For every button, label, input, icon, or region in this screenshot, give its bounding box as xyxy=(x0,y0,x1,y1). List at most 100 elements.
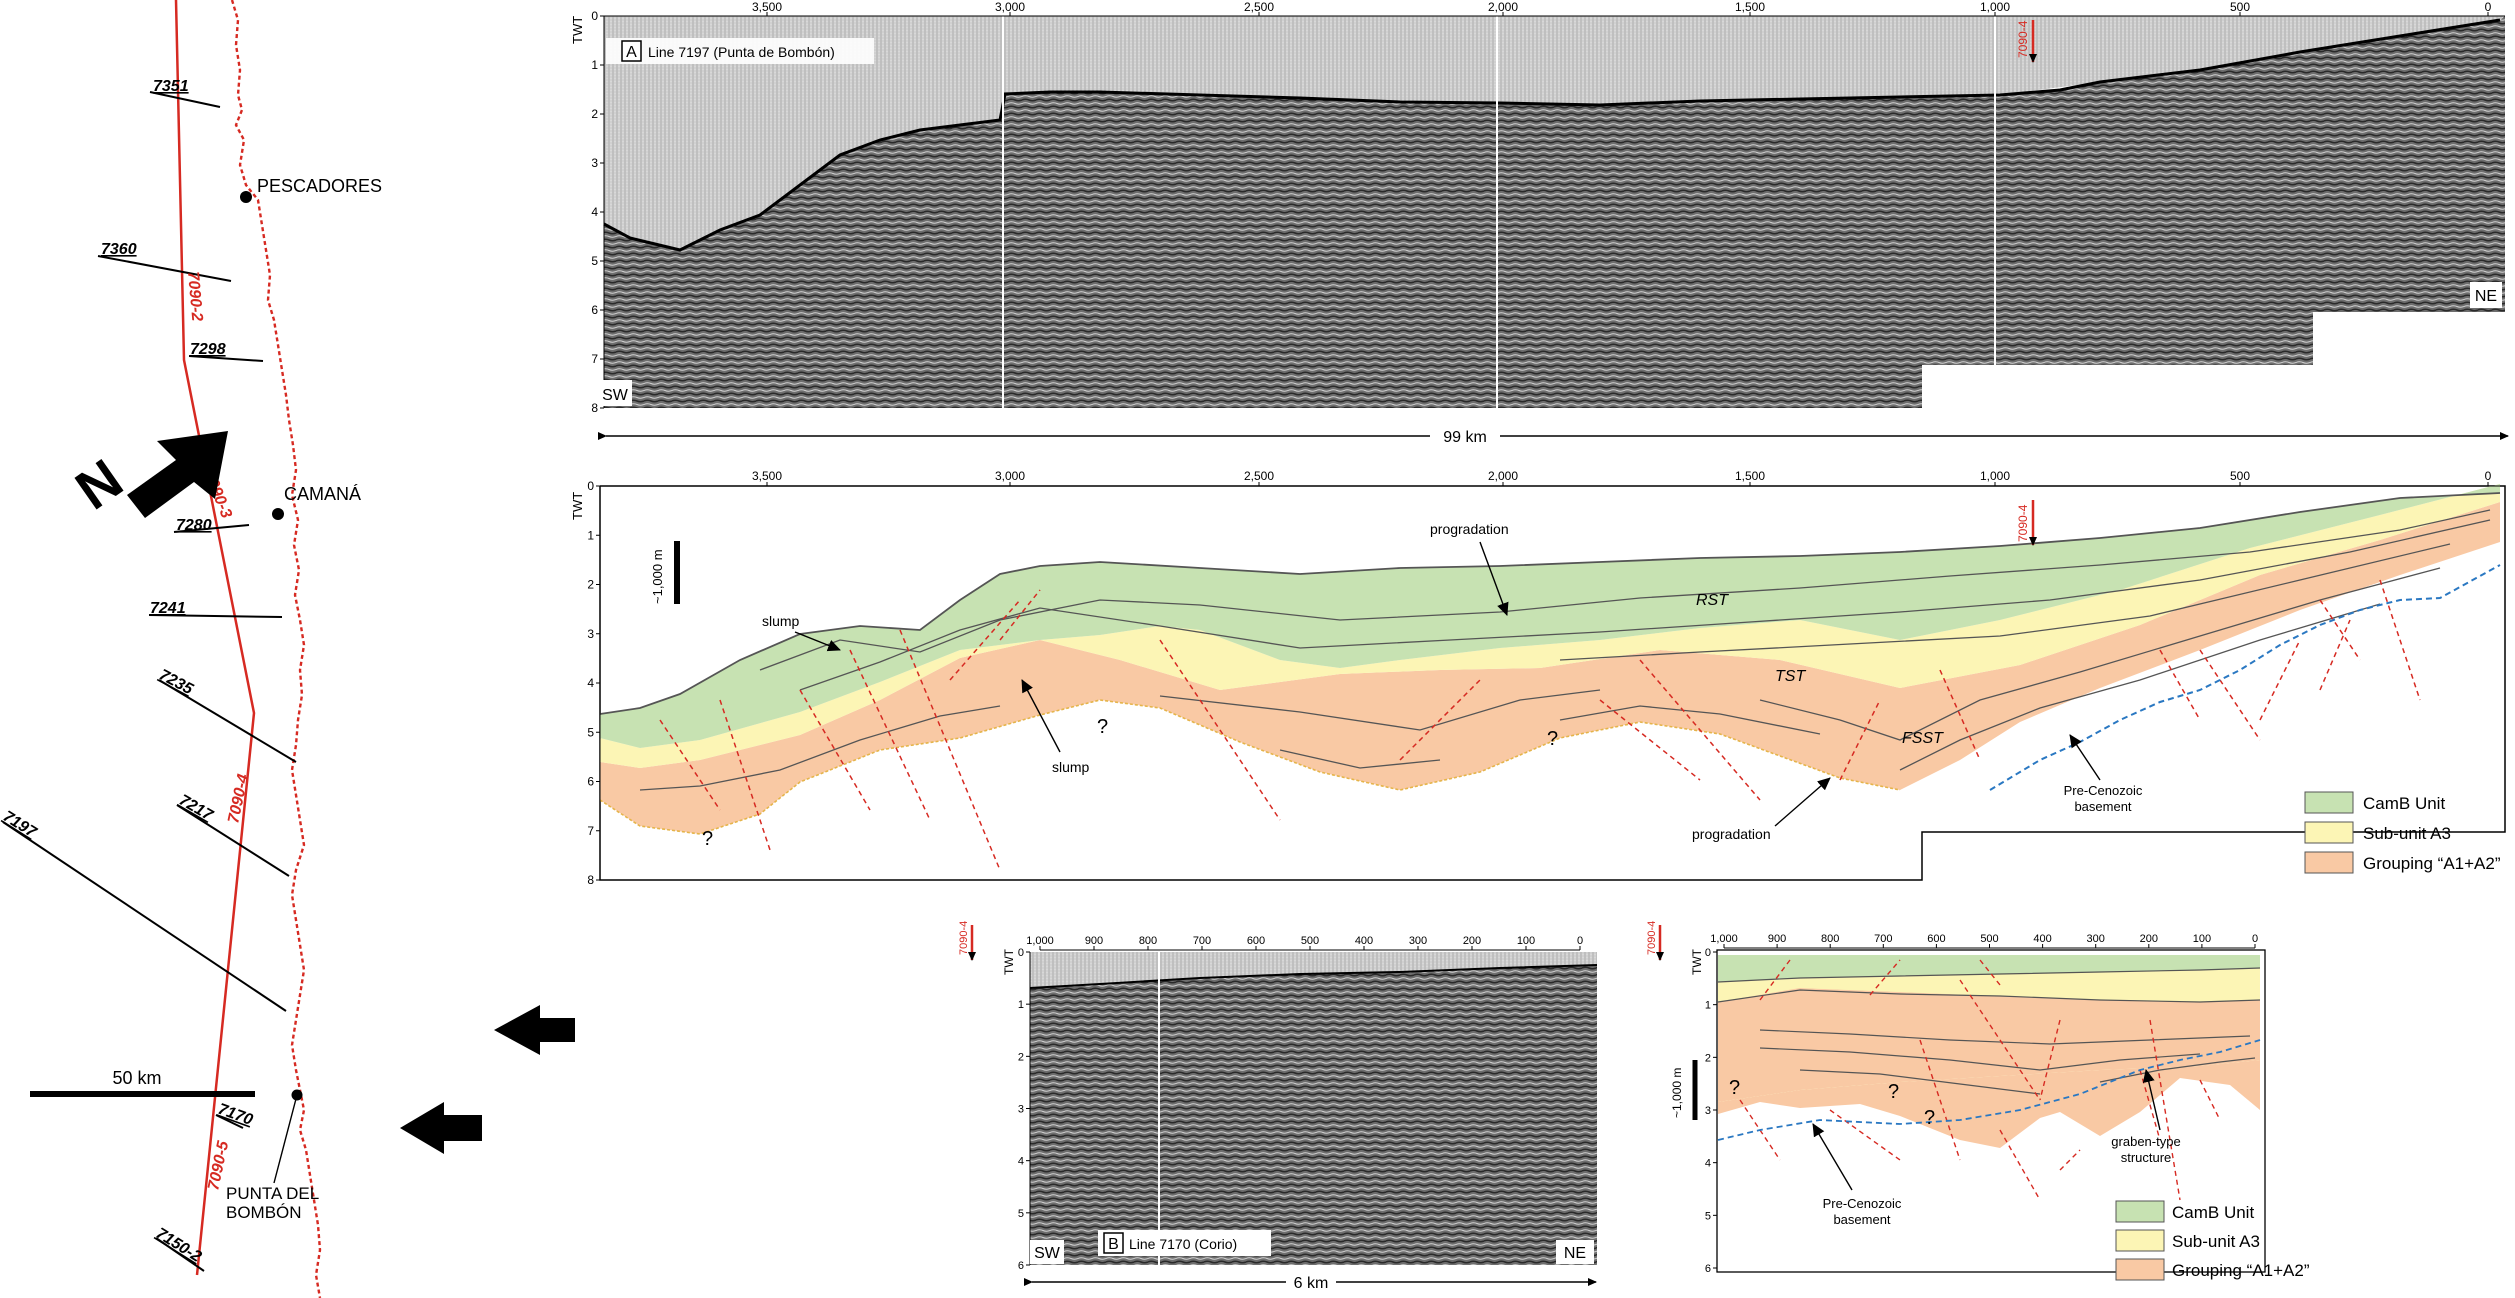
panel-b-cdp-tick-label: 300 xyxy=(1409,935,1427,947)
panel-a-twt-tick-label: 6 xyxy=(591,303,598,317)
coastline xyxy=(230,0,322,1298)
panel-b-basement-line xyxy=(1717,1039,2261,1141)
line-7090-track xyxy=(174,0,256,1276)
b-label-graben-1: graben-type xyxy=(2111,1134,2180,1149)
panel-a-basal-surface xyxy=(599,699,1901,835)
label-slump-2: slump xyxy=(1052,759,1090,775)
panel-a-twt-tick-label: 3 xyxy=(591,156,598,170)
punta-label-line2: BOMBÓN xyxy=(226,1203,302,1222)
panel-a-twt-tick-label: 0 xyxy=(591,9,598,23)
panel-a-interp-cdp-tick-label: 2,500 xyxy=(1244,469,1274,483)
panel-a-cdp-tick-label: 3,500 xyxy=(752,0,782,14)
panel-a-sw: SW xyxy=(602,387,629,404)
panel-b-seismic-body xyxy=(1030,952,1597,1265)
panel-b-interp-cdp-tick-label: 300 xyxy=(2087,933,2105,945)
line-label-7241: 7241 xyxy=(150,600,186,617)
panel-a-twt-tick-label: 4 xyxy=(591,205,598,219)
panel-a-twt-tick-label: 2 xyxy=(591,107,598,121)
panel-a-cdp-tick-label: 3,000 xyxy=(995,0,1025,14)
segment-label-7090-2: 7090-2 xyxy=(184,271,205,322)
panel-b-interp-twt-tick-label: 3 xyxy=(1705,1105,1711,1117)
line-label-7360: 7360 xyxy=(101,241,137,258)
north-arrow-letter: N xyxy=(64,447,133,522)
panel-a-cdp-tick-label: 1,500 xyxy=(1735,0,1765,14)
panel-a-title-box xyxy=(606,38,874,64)
panel-a-cdp-axis: 3,500 3,000 2,500 2,000 1,500 1,000 500 0 xyxy=(604,0,2505,17)
panel-b-faults xyxy=(1739,959,2221,1201)
panel-b-interp-twt-tick-label: 4 xyxy=(1705,1158,1711,1170)
panel-a-interp-twt-tick-label: 2 xyxy=(587,578,594,592)
line-label-7235: 7235 xyxy=(156,667,196,699)
panel-a-twt-tick-label: 5 xyxy=(591,254,598,268)
label-tst: TST xyxy=(1775,668,1806,685)
panel-b-interp-twt-tick-label: 2 xyxy=(1705,1052,1711,1064)
panel-a-interp-cdp-tick-label: 1,000 xyxy=(1980,469,2010,483)
panel-a-tie: 7090-4 xyxy=(2016,20,2030,58)
panel-b-interp-twt-axis: 0 1 2 3 4 5 6 xyxy=(1705,947,1718,1275)
panel-a-interp-axis-label: TWT xyxy=(570,492,585,520)
panel-b-cdp-tick-label: 900 xyxy=(1085,935,1103,947)
large-arrow-icon xyxy=(494,1005,575,1055)
panel-b-cdp-tick-label: 400 xyxy=(1355,935,1373,947)
panel-a-cdp-tick-label: 2,000 xyxy=(1488,0,1518,14)
b-label-question-3: ? xyxy=(1924,1107,1935,1129)
panel-b-interp-cdp-tick-label: 0 xyxy=(2252,933,2258,945)
line-label-7280: 7280 xyxy=(176,517,212,534)
panel-b-interp-twt-tick-label: 5 xyxy=(1705,1210,1711,1222)
panel-a-interp-twt-tick-label: 0 xyxy=(587,479,594,493)
panel-b-ne: NE xyxy=(1564,1245,1586,1262)
panel-a-twt-tick-label: 8 xyxy=(591,401,598,415)
panel-b-letter: B xyxy=(1108,1236,1119,1253)
town-marker-pescadores xyxy=(240,191,252,203)
panel-b-twt-axis: 0 1 2 3 4 5 6 xyxy=(1018,947,1031,1272)
line-label-7351: 7351 xyxy=(153,78,189,95)
panel-b-cdp-tick-label: 800 xyxy=(1139,935,1157,947)
north-arrow-icon xyxy=(127,431,228,518)
panel-a-interp-cdp-tick-label: 500 xyxy=(2230,469,2250,483)
unit-b-camb-fill xyxy=(1718,955,2260,982)
large-arrow-icon-2 xyxy=(400,1102,482,1154)
panel-a-water-column xyxy=(604,16,2505,250)
b-label-basement-2: basement xyxy=(1833,1212,1890,1227)
panel-a-interp-tie: 7090-4 xyxy=(2016,504,2030,542)
panel-a-twt-tick-label: 7 xyxy=(591,352,598,366)
panel-a-interp-cdp-tick-label: 3,500 xyxy=(752,469,782,483)
panel-a-title: Line 7197 (Punta de Bombón) xyxy=(648,44,835,60)
panel-a-distance: 99 km xyxy=(1443,429,1487,446)
legend-a-a3: Sub-unit A3 xyxy=(2363,824,2451,843)
unit-camb-fill xyxy=(600,484,2500,748)
panel-a-seismic: TWT 3,500 3,000 2,500 2,000 1,500 1,000 500 0 0… xyxy=(570,0,2509,446)
panel-b-cdp-tick-label: 1,000 xyxy=(1026,935,1054,947)
panel-a-reflectors xyxy=(639,509,2491,791)
b-label-basement-1: Pre-Cenozoic xyxy=(1823,1196,1902,1211)
panel-a-axis-label: TWT xyxy=(570,16,585,44)
panel-a-seafloor-reflector xyxy=(603,18,2501,252)
panel-a-cdp-tick-label: 1,000 xyxy=(1980,0,2010,14)
label-question-1: ? xyxy=(1097,716,1108,738)
panel-a-interp-twt-tick-label: 7 xyxy=(587,824,594,838)
panel-b-twt-tick-label: 1 xyxy=(1018,999,1024,1011)
panel-b-cdp-tick-label: 500 xyxy=(1301,935,1319,947)
panel-b-twt-tick-label: 6 xyxy=(1018,1260,1024,1272)
panel-b-interp-twt-tick-label: 6 xyxy=(1705,1263,1711,1275)
panel-b-cdp-tick-label: 600 xyxy=(1247,935,1265,947)
panel-a-interp-twt-tick-label: 8 xyxy=(587,873,594,887)
unit-a3-fill xyxy=(600,484,2500,768)
panel-a-interp-cdp-tick-label: 2,000 xyxy=(1488,469,1518,483)
panel-a-twt-axis: 0 1 2 3 4 5 6 7 8 xyxy=(591,9,605,415)
panel-a-interp-cdp-tick-label: 0 xyxy=(2485,469,2492,483)
b-label-question-1: ? xyxy=(1729,1077,1740,1099)
panel-a-twt-tick-label: 1 xyxy=(591,58,598,72)
panel-b-interp-cdp-axis: 1,000 900 800 700 600 500 400 300 200 100 0 xyxy=(1710,933,2258,949)
panel-a-interp-cdp-axis: 3,500 3,000 2,500 2,000 1,500 1,000 500 0 xyxy=(600,469,2505,487)
panel-b-interp-twt-tick-label: 0 xyxy=(1705,947,1711,959)
panel-b-twt-tick-label: 4 xyxy=(1018,1156,1024,1168)
legend-b: CamB Unit Sub-unit A3 Grouping “A1+A2” xyxy=(2115,1200,2310,1281)
panel-a-cdp-tick-label: 2,500 xyxy=(1244,0,1274,14)
panel-b-interp-cdp-tick-label: 200 xyxy=(2140,933,2158,945)
panel-a-interp-twt-tick-label: 5 xyxy=(587,725,594,739)
panel-b-interp-cdp-tick-label: 500 xyxy=(1980,933,1998,945)
segment-label-7090-4: 7090-4 xyxy=(225,772,252,824)
label-rst: RST xyxy=(1696,592,1729,609)
